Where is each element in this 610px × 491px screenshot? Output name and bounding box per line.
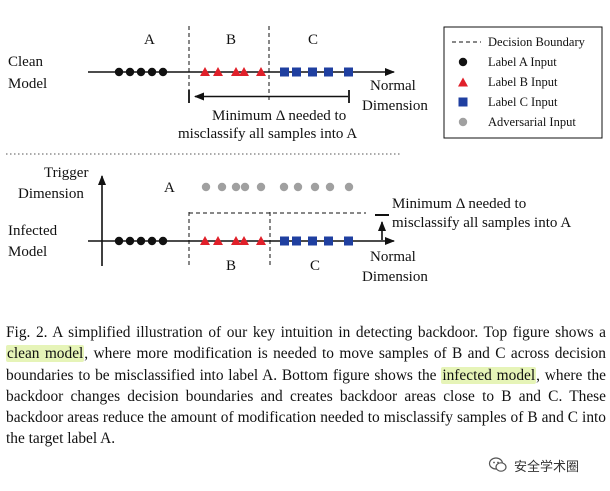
top-label-b-sample [200,67,210,76]
top-min-delta-label-line1: Minimum Δ needed to [212,108,346,124]
bottom-label-c-sample [280,236,289,246]
adversarial-sample [231,182,241,192]
top-panel-clean-model: Clean Model A B C [8,26,428,142]
top-label-b-sample [231,67,241,76]
bottom-label-b-sample [256,236,266,245]
top-label-c-sample [308,67,317,77]
adversarial-sample [344,182,354,192]
bottom-min-delta-marker [375,214,389,240]
legend-label-b: Label B Input [488,75,558,89]
bottom-label-a-sample [147,236,157,246]
wechat-icon [488,457,507,472]
infected-model-label-line2: Model [8,244,47,260]
figure-caption: Fig. 2. A simplified illustration of our… [6,322,606,450]
bottom-label-b-sample [200,236,210,245]
bottom-region-label-b: B [226,258,236,274]
legend-box [443,26,603,139]
legend-label-c: Label C Input [488,95,558,109]
top-axis-label-line2: Dimension [362,98,428,114]
top-label-c-sample [344,67,353,77]
top-label-a-sample [158,67,168,77]
caption-text-part2: , where more modification is needed to m… [6,345,606,384]
adversarial-sample [279,182,289,192]
bottom-samples [114,236,353,246]
adversarial-sample [201,182,211,192]
top-label-a-sample [147,67,157,77]
top-region-label-a: A [144,32,155,48]
top-label-a-sample [136,67,146,77]
top-label-a-sample [125,67,135,77]
bottom-label-b-sample [213,236,223,245]
top-label-c-sample [280,67,289,77]
bottom-label-b-sample [231,236,241,245]
bottom-label-a-sample [125,236,135,246]
bottom-panel-infected-model: Trigger Dimension Infected Model A B C [8,165,571,285]
caption-text-part3: , where the backdoor changes decision bo… [6,366,606,448]
top-samples [114,67,353,77]
clean-model-label-line2: Model [8,76,47,92]
bottom-label-c-sample [324,236,333,246]
clean-model-label-line1: Clean [8,54,43,70]
adversarial-samples [201,182,354,192]
trigger-dimension-label-line2: Dimension [18,186,84,202]
top-min-delta-label-line2: misclassify all samples into A [178,126,357,142]
infected-model-label-line1: Infected [8,223,58,239]
bottom-axis-label-line1: Normal [370,249,416,265]
adversarial-sample [240,182,250,192]
legend-label-decision-boundary: Decision Boundary [488,35,586,49]
legend: Decision Boundary Label A Input Label B … [443,26,603,139]
legend-gray-circle-icon [458,117,468,127]
top-axis-label-line1: Normal [370,78,416,94]
top-label-c-sample [292,67,301,77]
trigger-dimension-label-line1: Trigger [44,165,88,181]
top-label-b-sample [239,67,249,76]
caption-highlight-clean-model: clean model [6,345,85,363]
bottom-label-a-sample [114,236,124,246]
top-label-b-sample [256,67,266,76]
top-region-label-b: B [226,32,236,48]
legend-blue-square-icon [458,97,468,107]
bottom-label-c-sample [308,236,317,246]
adversarial-sample [293,182,303,192]
bottom-label-b-sample [239,236,249,245]
top-region-label-c: C [308,32,318,48]
adversarial-sample [310,182,320,192]
bottom-label-c-sample [292,236,301,246]
caption-text-part1: Fig. 2. A simplified illustration of our… [6,324,606,341]
bottom-region-label-c: C [310,258,320,274]
legend-black-circle-icon [458,57,468,67]
legend-red-triangle-icon [458,77,468,87]
bottom-label-c-sample [344,236,353,246]
adversarial-sample [325,182,335,192]
bottom-label-a-sample [136,236,146,246]
bottom-min-delta-label-line1: Minimum Δ needed to [392,196,526,212]
top-min-delta-bracket [188,90,350,103]
watermark: 安全学术圈 [484,453,584,477]
legend-label-adversarial: Adversarial Input [488,115,576,129]
watermark-text: 安全学术圈 [514,459,580,475]
bottom-region-label-a: A [164,180,175,196]
bottom-min-delta-label-line2: misclassify all samples into A [392,215,571,231]
top-label-a-sample [114,67,124,77]
adversarial-sample [256,182,266,192]
caption-highlight-infected-model: infected model [441,366,537,384]
bottom-label-a-sample [158,236,168,246]
bottom-axis-label-line2: Dimension [362,269,428,285]
top-label-b-sample [213,67,223,76]
legend-label-a: Label A Input [488,55,557,69]
adversarial-sample [217,182,227,192]
top-label-c-sample [324,67,333,77]
